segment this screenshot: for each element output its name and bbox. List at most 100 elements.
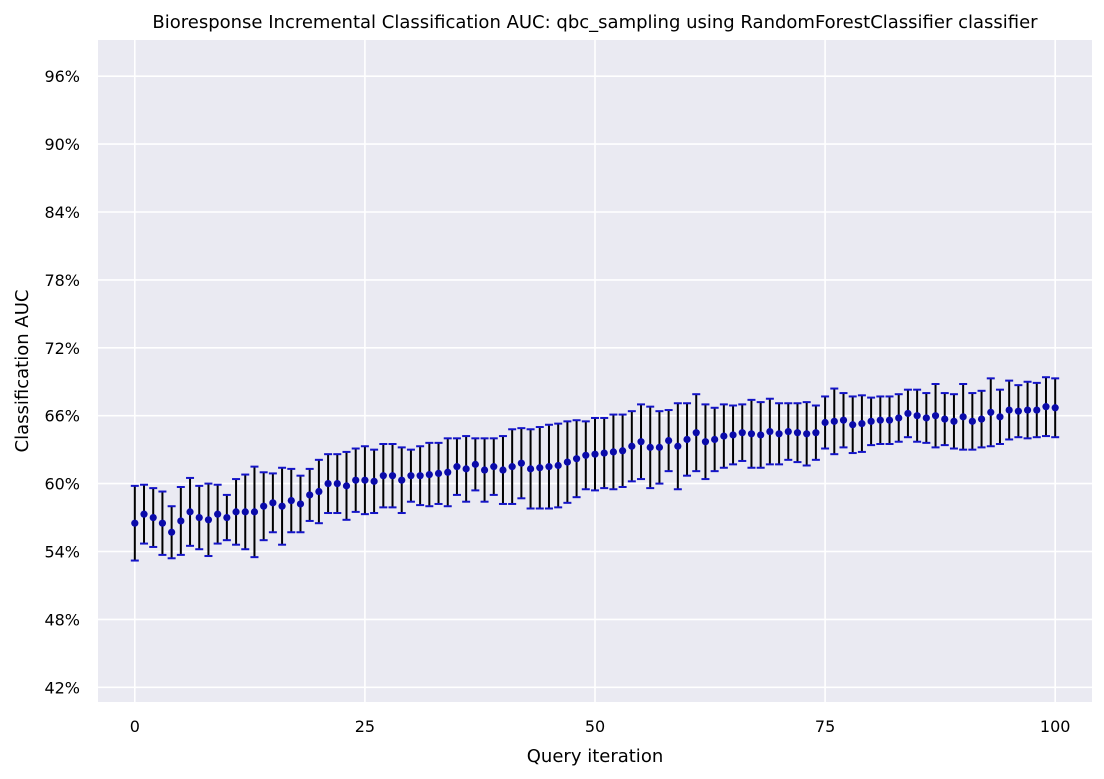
data-point — [803, 430, 811, 438]
data-point — [849, 421, 857, 429]
data-point — [665, 436, 673, 445]
data-point — [637, 438, 645, 446]
data-point — [315, 487, 323, 496]
y-tick-label: 54% — [44, 542, 80, 561]
data-point — [775, 430, 783, 438]
data-point — [941, 415, 949, 423]
data-point — [747, 430, 756, 438]
y-tick-label: 96% — [44, 67, 80, 86]
data-point — [545, 463, 553, 471]
data-point — [168, 528, 176, 536]
data-point — [223, 513, 231, 522]
data-point — [1051, 404, 1059, 412]
data-point — [572, 455, 581, 463]
data-point — [766, 427, 774, 436]
data-point — [269, 499, 277, 507]
data-point — [619, 447, 627, 455]
data-point — [149, 513, 157, 522]
data-point — [922, 414, 930, 422]
data-point — [1014, 407, 1022, 415]
data-point — [582, 451, 590, 459]
data-point — [996, 413, 1004, 421]
data-point — [950, 417, 958, 425]
data-point — [361, 476, 369, 484]
data-point — [628, 442, 636, 450]
x-axis-label: Query iteration — [527, 746, 663, 767]
data-point — [692, 429, 700, 437]
data-point — [830, 417, 838, 425]
data-point — [508, 463, 516, 471]
data-point — [232, 508, 240, 516]
x-tick-label: 25 — [355, 717, 375, 736]
data-point — [296, 500, 305, 508]
data-point — [738, 429, 746, 437]
data-point — [195, 513, 203, 522]
y-tick-label: 60% — [44, 475, 80, 494]
data-point — [342, 482, 351, 490]
data-point — [490, 463, 498, 471]
x-tick-label: 75 — [815, 717, 835, 736]
data-point — [591, 450, 599, 458]
data-point — [1042, 403, 1050, 411]
data-point — [977, 415, 986, 423]
data-point — [241, 508, 249, 516]
data-point — [554, 461, 562, 470]
x-tick-label: 50 — [585, 717, 605, 736]
data-point — [398, 476, 406, 484]
data-point — [416, 472, 424, 480]
data-point — [1033, 406, 1041, 414]
data-point — [434, 469, 443, 478]
data-point — [784, 427, 792, 436]
data-point — [931, 412, 940, 420]
data-point — [674, 442, 682, 450]
data-point — [517, 459, 525, 467]
data-point — [600, 449, 608, 457]
gridlines — [98, 40, 1092, 702]
y-tick-label: 84% — [44, 203, 80, 222]
data-point — [720, 432, 728, 440]
data-point — [876, 416, 884, 424]
data-point — [186, 508, 194, 516]
y-tick-label: 66% — [44, 407, 80, 426]
data-point — [370, 477, 378, 485]
data-point — [968, 417, 976, 425]
data-point — [499, 466, 507, 474]
data-point — [379, 472, 387, 480]
y-tick-label: 42% — [44, 678, 80, 697]
data-point — [425, 470, 433, 479]
x-tick-label: 0 — [130, 717, 140, 736]
data-point — [1005, 406, 1013, 414]
data-point — [260, 502, 268, 510]
data-point — [563, 458, 571, 466]
data-point — [885, 416, 894, 424]
x-tick-label: 100 — [1040, 717, 1071, 736]
data-points — [131, 403, 1059, 536]
data-point — [895, 414, 903, 422]
chart-title: Bioresponse Incremental Classification A… — [152, 12, 1038, 33]
data-point — [278, 502, 286, 510]
data-point — [839, 416, 848, 424]
data-point — [729, 431, 737, 439]
data-point — [812, 429, 820, 437]
data-point — [536, 464, 544, 472]
data-point — [1023, 406, 1032, 414]
data-point — [352, 476, 360, 484]
data-point — [646, 443, 654, 451]
data-point — [904, 409, 912, 418]
data-point — [793, 429, 802, 437]
data-point — [250, 508, 259, 516]
data-point — [913, 412, 921, 420]
data-point — [701, 438, 710, 446]
data-point — [453, 463, 461, 471]
data-point — [987, 408, 995, 416]
data-point — [177, 517, 185, 525]
data-point — [333, 479, 341, 488]
y-tick-label: 78% — [44, 271, 80, 290]
data-point — [711, 435, 719, 444]
data-point — [821, 418, 829, 427]
data-point — [858, 420, 866, 428]
data-point — [480, 466, 489, 474]
data-point — [462, 465, 470, 473]
data-point — [158, 519, 167, 527]
